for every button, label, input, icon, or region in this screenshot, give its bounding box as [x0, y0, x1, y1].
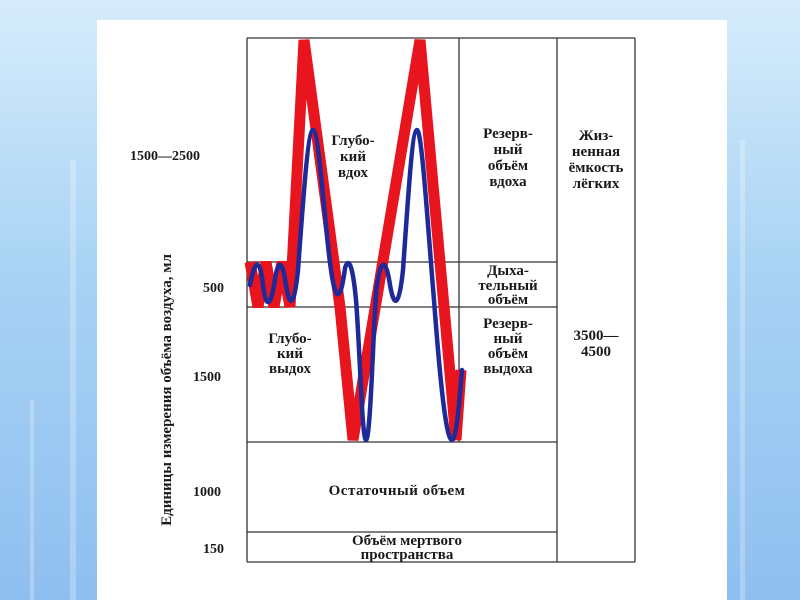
tick-label-dead-space: 150 — [203, 542, 224, 557]
svg-text:пространства: пространства — [361, 547, 454, 563]
tick-label-expiratory: 1500 — [193, 370, 221, 385]
svg-text:Жиз-: Жиз- — [579, 128, 614, 144]
svg-text:выдоха: выдоха — [483, 361, 533, 377]
label-residual-volume: Остаточный объем — [329, 483, 466, 499]
label-tidal-volume: Дыха- тельный объём — [478, 263, 538, 308]
svg-text:лёгких: лёгких — [573, 176, 620, 192]
svg-text:объём: объём — [488, 292, 528, 308]
axis-title: Единицы измерения объёма воздуха, мл — [159, 254, 175, 526]
svg-text:кий: кий — [277, 346, 303, 362]
svg-text:Резерв-: Резерв- — [483, 316, 533, 332]
svg-text:Глубо-: Глубо- — [268, 331, 311, 347]
tick-label-residual: 1000 — [193, 485, 221, 500]
svg-text:Дыха-: Дыха- — [487, 263, 529, 279]
svg-text:выдох: выдох — [269, 361, 312, 377]
svg-text:4500: 4500 — [581, 344, 611, 360]
svg-text:ненная: ненная — [572, 144, 620, 160]
label-deep-exhale: Глубо- кий выдох — [268, 331, 311, 377]
label-dead-space: Объём мертвого пространства — [352, 533, 462, 563]
label-inspiratory-reserve: Резерв- ный объём вдоха — [483, 126, 533, 190]
svg-text:ный: ный — [494, 331, 523, 347]
svg-text:ёмкость: ёмкость — [569, 160, 624, 176]
svg-text:кий: кий — [340, 149, 366, 165]
tick-label-inspiratory: 1500—2500 — [130, 149, 200, 164]
background-stripe-left-2 — [30, 400, 34, 600]
label-vital-capacity: Жиз- ненная ёмкость лёгких — [569, 128, 624, 192]
svg-text:объём: объём — [488, 346, 528, 362]
svg-text:3500—: 3500— — [574, 328, 620, 344]
svg-text:вдох: вдох — [338, 165, 368, 181]
svg-text:объём: объём — [488, 158, 528, 174]
red-breathing-curve — [244, 39, 467, 441]
label-expiratory-reserve: Резерв- ный объём выдоха — [483, 316, 533, 377]
label-deep-inhale: Глубо- кий вдох — [331, 133, 374, 181]
svg-text:Резерв-: Резерв- — [483, 126, 533, 142]
svg-text:Глубо-: Глубо- — [331, 133, 374, 149]
svg-text:ный: ный — [494, 142, 523, 158]
svg-text:вдоха: вдоха — [489, 174, 527, 190]
tick-label-tidal: 500 — [203, 281, 224, 296]
blue-breathing-curve — [247, 127, 465, 443]
label-vital-capacity-value: 3500— 4500 — [574, 328, 620, 360]
svg-text:тельный: тельный — [478, 278, 538, 294]
background-stripe-right — [740, 140, 745, 600]
svg-text:Объём мертвого: Объём мертвого — [352, 533, 462, 549]
background-stripe-left — [70, 160, 76, 600]
